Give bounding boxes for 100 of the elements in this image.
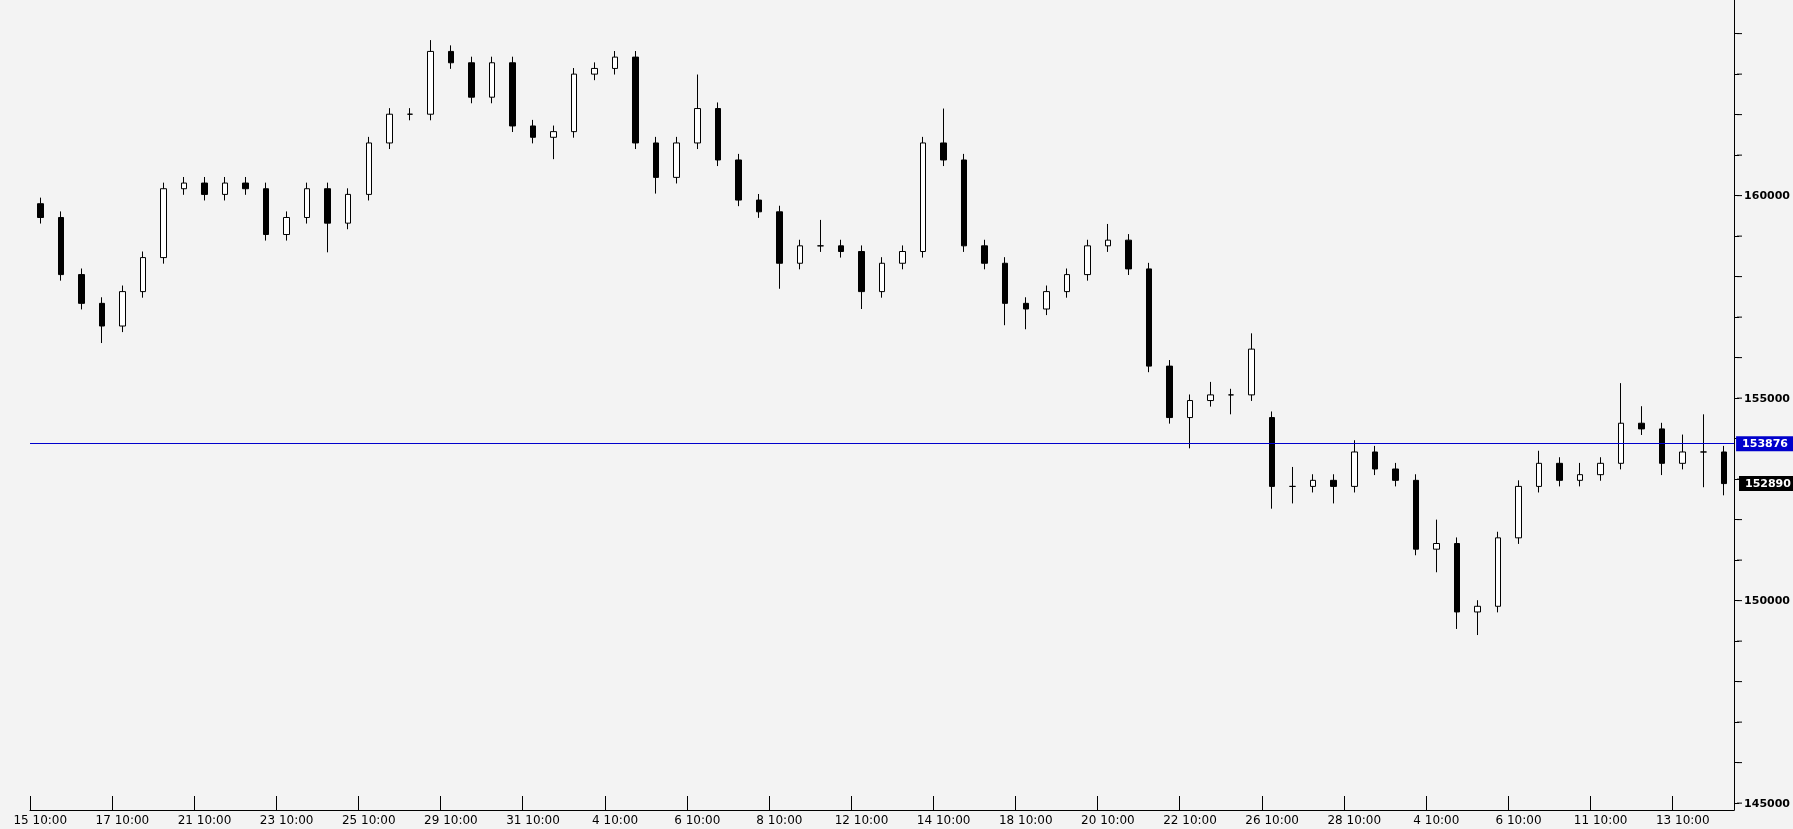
candlestick [1330, 473, 1337, 504]
candlestick [407, 107, 413, 121]
x-tick-label: 6 10:00 [1495, 813, 1542, 827]
candlestick [427, 39, 434, 121]
candlestick [1659, 422, 1665, 476]
candlestick [160, 182, 167, 265]
candlestick [591, 61, 598, 81]
candlestick [756, 193, 762, 219]
x-tick-label: 13 10:00 [1655, 813, 1710, 827]
text: 152890 [1745, 477, 1792, 491]
candlestick [1556, 456, 1563, 487]
candlestick [1146, 262, 1152, 373]
candlestick [1515, 479, 1522, 545]
candlestick [1638, 405, 1645, 436]
candlestick [58, 210, 64, 282]
candlestick [612, 50, 618, 76]
candlestick [858, 244, 865, 310]
candlestick [694, 74, 701, 150]
candlestick [776, 205, 783, 290]
candlestick [715, 101, 721, 167]
ref-line-label: 153876 [1742, 437, 1789, 451]
candlestick [1064, 268, 1070, 299]
x-tick-label: 31 10:00 [506, 813, 560, 827]
candlestick [797, 239, 803, 270]
candlestick [324, 182, 331, 253]
candlestick [653, 136, 659, 195]
candlestick [283, 210, 290, 242]
candlestick [366, 136, 372, 201]
candlestick [1125, 233, 1132, 276]
candlestick [1372, 445, 1378, 476]
x-tick-label: 6 10:00 [674, 813, 721, 827]
candlestick [1392, 462, 1399, 487]
candlestick [879, 256, 885, 299]
candlestick [1679, 434, 1686, 470]
x-tick-label: 14 10:00 [916, 813, 971, 827]
candlestick [222, 176, 228, 201]
y-tick-label: 155000 [1744, 391, 1791, 405]
candlestick [242, 176, 249, 196]
candlestick [1597, 456, 1604, 482]
candlestick [119, 285, 126, 333]
candlestick [78, 268, 85, 310]
candlestick [1351, 439, 1358, 493]
candlestick [1413, 473, 1419, 556]
candlestick [899, 244, 906, 270]
candlestick [1207, 381, 1214, 408]
x-tick-label: 23 10:00 [259, 813, 314, 827]
candlestick [448, 44, 454, 70]
candlestick [468, 56, 475, 104]
y-tick-label: 160000 [1744, 189, 1791, 203]
x-tick-label: 25 10:00 [341, 813, 396, 827]
candlestick [1002, 256, 1008, 326]
y-tick-label: 150000 [1744, 594, 1791, 608]
candlestick [304, 182, 310, 225]
x-tick-label: 11 10:00 [1573, 813, 1628, 827]
candlestick [201, 176, 208, 201]
candlestick [1105, 223, 1111, 253]
candlestick [817, 219, 824, 253]
x-tick-label: 28 10:00 [1327, 813, 1382, 827]
candlestick [140, 251, 146, 299]
candlestick [550, 125, 557, 160]
candlestick [1310, 473, 1316, 493]
candlestick [735, 153, 742, 207]
candlestick [1721, 445, 1727, 496]
candlestick [571, 67, 577, 139]
x-tick-label: 15 10:00 [13, 813, 68, 827]
x-tick-label: 17 10:00 [95, 813, 150, 827]
candlestick [181, 176, 187, 196]
candlestick [489, 56, 495, 104]
x-tick-label: 8 10:00 [756, 813, 803, 827]
candlestick [1228, 388, 1234, 415]
x-tick-label: 21 10:00 [177, 813, 232, 827]
candlestick [530, 119, 536, 144]
candlestick [1495, 531, 1501, 613]
candlestick [920, 136, 926, 259]
candlestick [1454, 536, 1460, 630]
candlestick [37, 197, 44, 225]
candlestick [1084, 239, 1091, 282]
candlestick [940, 108, 947, 167]
candlestick [1474, 599, 1481, 636]
x-tick-label: 26 10:00 [1245, 813, 1299, 827]
candlestick [1043, 285, 1050, 316]
candlestick [1023, 296, 1029, 330]
candlestick [981, 239, 988, 270]
candlestick [1536, 450, 1542, 493]
candlestick [509, 56, 516, 133]
candlestick [838, 239, 844, 259]
x-tick-label: 4 10:00 [592, 813, 639, 827]
x-tick-label: 12 10:00 [834, 813, 889, 827]
candlestick [1618, 382, 1624, 470]
candlestick [1187, 393, 1193, 449]
x-tick-label: 18 10:00 [998, 813, 1053, 827]
candlestick [1269, 410, 1275, 510]
candlestick [1248, 332, 1255, 402]
x-tick-label: 20 10:00 [1081, 813, 1135, 827]
candlestick [99, 296, 105, 344]
candlestick [961, 153, 967, 253]
candlestick [263, 182, 269, 242]
y-tick-label: 145000 [1744, 796, 1791, 810]
candlestick [345, 187, 351, 230]
candlestick [673, 136, 680, 184]
